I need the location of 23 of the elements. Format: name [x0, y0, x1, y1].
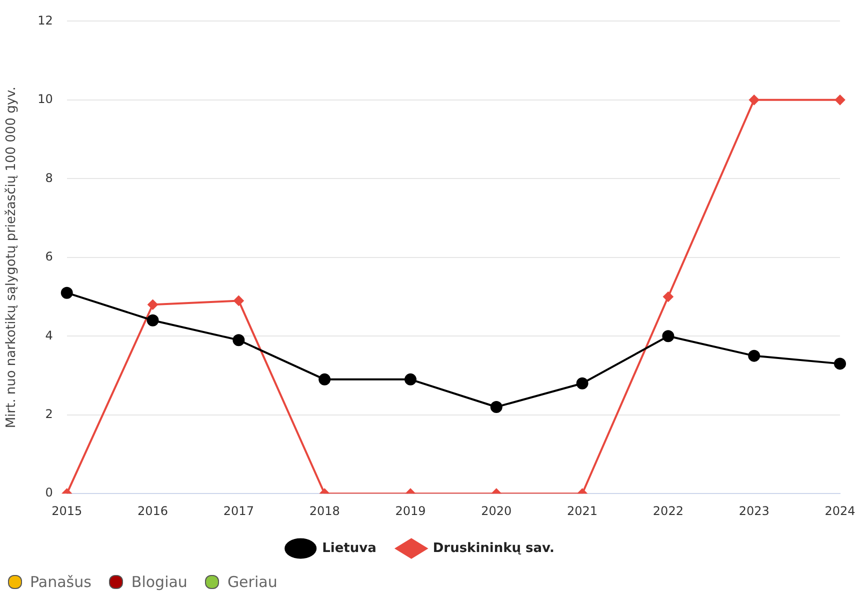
- x-tick-label: 2015: [52, 504, 82, 518]
- y-tick-label: 2: [45, 406, 53, 421]
- legend-label: Druskininkų sav.: [432, 540, 554, 556]
- y-tick-label: 12: [38, 13, 53, 28]
- x-tick-label: 2024: [824, 504, 856, 518]
- x-tick-label: 2022: [652, 504, 684, 518]
- x-tick-label: 2017: [223, 504, 254, 518]
- y-tick-label: 0: [45, 486, 53, 500]
- legend-label: Lietuva: [322, 540, 376, 556]
- x-tick-label: 2016: [138, 504, 168, 518]
- text: Panašus: [30, 573, 92, 591]
- y-tick-label: 4: [45, 328, 53, 342]
- y-tick-label: 10: [38, 92, 53, 106]
- y-tick-label: 8: [45, 170, 53, 185]
- text: Blogiau: [131, 573, 188, 591]
- text: Geriau: [227, 573, 278, 591]
- x-tick-label: 2019: [395, 504, 426, 518]
- x-tick-label: 2023: [738, 504, 770, 518]
- y-axis-title: Mirt. nuo narkotikų sąlygotų priežasčių 100 000 gyv.: [4, 86, 20, 428]
- x-tick-label: 2020: [481, 504, 512, 518]
- y-tick-label: 6: [45, 250, 53, 264]
- x-tick-label: 2018: [309, 504, 340, 518]
- x-tick-label: 2021: [567, 504, 598, 518]
